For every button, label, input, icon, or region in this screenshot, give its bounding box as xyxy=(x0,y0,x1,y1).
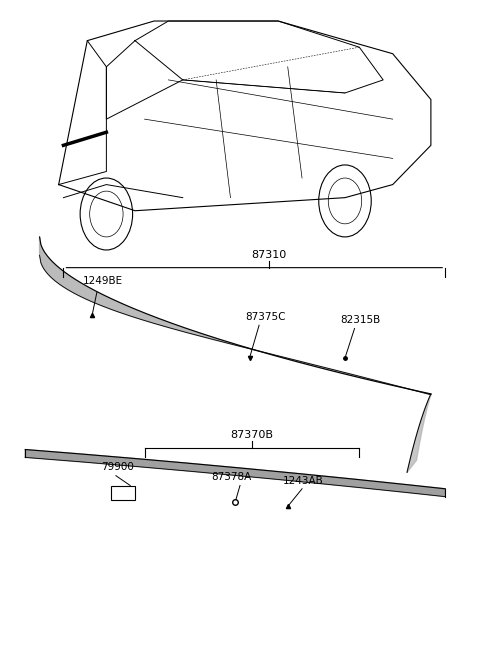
Text: 87310: 87310 xyxy=(251,250,286,260)
Text: 1243AB: 1243AB xyxy=(283,476,324,486)
Text: 79900: 79900 xyxy=(102,463,134,472)
Text: 87378A: 87378A xyxy=(211,472,252,482)
Text: 1249BE: 1249BE xyxy=(83,276,123,286)
Polygon shape xyxy=(407,394,431,472)
Text: 87375C: 87375C xyxy=(245,312,285,322)
Text: 82315B: 82315B xyxy=(340,315,381,325)
Text: 87370B: 87370B xyxy=(230,430,274,440)
Polygon shape xyxy=(25,449,445,497)
Polygon shape xyxy=(39,237,431,395)
Bar xyxy=(111,486,135,500)
